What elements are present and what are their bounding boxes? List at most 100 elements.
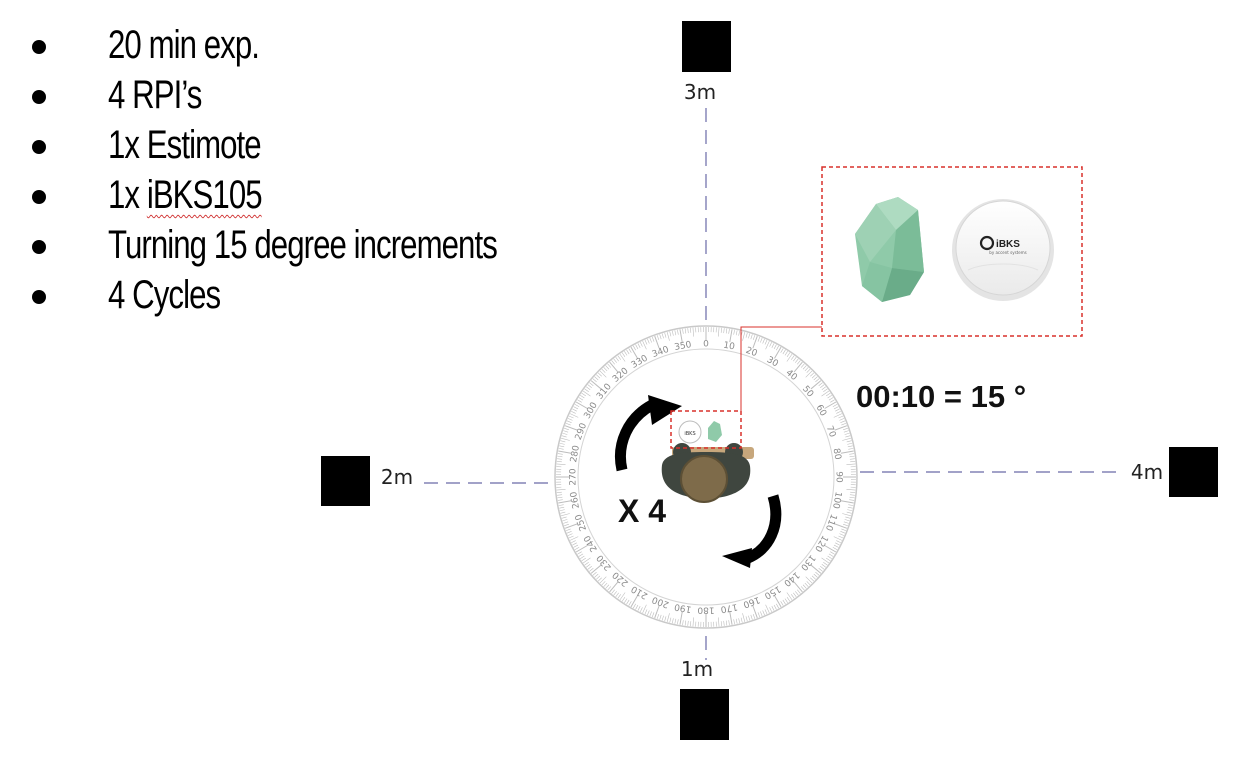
bullet-text: 4 Cycles [108,273,221,317]
protractor-tick [810,380,822,390]
protractor-tick [580,395,585,399]
protractor-tick [824,545,837,553]
protractor-tick [820,384,825,388]
protractor-tick [826,557,831,562]
protractor-tick [637,606,641,611]
protractor-tick [774,595,782,608]
protractor-tick [577,399,582,403]
protractor-tick [818,382,823,386]
protractor-inner-ring [577,348,835,606]
protractor-tick [810,372,815,377]
bullet-text: 1x iBKS105 [108,170,263,220]
protractor-tick [557,494,563,496]
protractor-tick [843,430,849,433]
receiver-bottom-square [680,689,729,740]
protractor-tick [752,605,758,619]
protractor-tick [844,519,850,522]
protractor-tick [558,500,572,504]
protractor-tick [717,327,720,337]
protractor-tick [628,601,632,606]
receiver-top-square [682,21,731,72]
protractor-tick [592,378,597,383]
bullet-dot-icon [32,290,46,304]
protractor-tick [843,521,849,524]
protractor-tick [664,332,667,338]
protractor-tick [682,328,684,334]
protractor-tick [733,329,735,335]
protractor-tick [557,453,563,455]
protractor-tick [723,328,725,334]
protractor-tick [836,410,841,414]
protractor-tick [556,488,566,491]
protractor-tick [847,506,853,509]
protractor-tick [834,425,848,431]
protractor-tick [564,427,569,431]
protractor-tick [567,418,573,421]
protractor-tick [566,420,572,423]
bullet-dot-icon [32,140,46,154]
bullet-text: 1x Estimote [108,123,262,167]
protractor-tick [790,355,795,360]
protractor-tick [815,378,820,383]
bullet-text: 20 min exp. [108,23,260,67]
protractor-tick [615,592,619,597]
protractor-degree-label: 270 [569,468,579,485]
protractor-tick [573,406,579,410]
protractor-tick [654,335,660,349]
protractor-tick [561,513,570,517]
protractor-tick [849,453,855,455]
protractor-tick [565,422,571,426]
protractor-tick [805,576,813,584]
spellcheck-underline-word: iBKS105 [146,173,263,217]
protractor-tick [575,401,588,409]
protractor-tick [619,592,626,601]
protractor-tick [558,504,564,506]
protractor-tick [599,576,607,584]
protractor-tick [607,586,612,591]
protractor-tick [750,614,753,620]
protractor-tick [582,557,591,564]
protractor-tick [844,432,850,435]
protractor-ticks [556,327,856,627]
protractor-tick [849,458,855,460]
bullet-dot-icon [32,190,46,204]
protractor-tick [840,450,854,454]
protractor-tick [666,332,670,341]
protractor-tick [757,336,761,342]
protractor-tick [850,461,856,463]
receiver-bottom-label: 1m [681,657,713,681]
protractor-tick [584,561,589,566]
protractor-tick [607,363,612,368]
protractor-degree-label: 260 [569,490,582,509]
ibks-logo-text: iBKS [996,239,1020,250]
protractor-tick [659,614,662,620]
protractor-tick [835,542,840,546]
protractor-tick [776,345,779,351]
protractor-tick [846,440,852,443]
protractor-tick [802,365,807,370]
protractor-tick [639,342,643,347]
protractor-tick [563,430,569,433]
protractor-tick [840,420,846,423]
protractor-tick [821,557,830,564]
protractor-tick [651,336,655,342]
protractor-tick [671,618,674,624]
rotation-arrows [615,395,782,568]
protractor-tick [661,615,664,621]
protractor-tick [626,349,630,355]
protractor-tick [559,506,565,509]
protractor-tick [742,613,746,622]
protractor-tick [558,448,564,450]
protractor-tick [841,422,847,426]
protractor-degree-label: 70 [824,425,837,439]
protractor-tick [752,335,756,340]
protractor-tick [847,509,853,512]
protractor-tick [580,555,585,559]
protractor-tick [802,584,807,589]
protractor-tick [738,330,741,336]
protractor-tick [800,586,805,591]
protractor-tick [725,328,728,334]
protractor-tick [810,577,815,582]
receivers: 3m 2m 4m 1m [321,21,1218,740]
